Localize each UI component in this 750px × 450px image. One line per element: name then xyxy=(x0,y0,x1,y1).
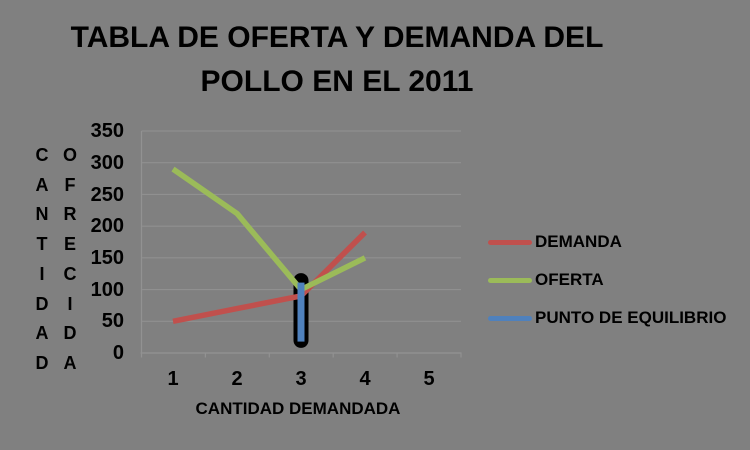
demanda-line xyxy=(172,230,367,324)
x-tick-5: 5 xyxy=(423,368,435,390)
y-tick-250: 250 xyxy=(90,184,124,206)
y-axis-title-letter: A xyxy=(35,174,49,195)
y-axis-title-letter: D xyxy=(63,323,77,344)
legend-label-equilibrio: PUNTO DE EQUILIBRIO xyxy=(535,308,727,327)
y-tick-50: 50 xyxy=(101,310,124,332)
y-axis-title-letter: A xyxy=(63,352,77,373)
legend: DEMANDA OFERTA PUNTO DE EQUILIBRIO xyxy=(488,230,744,344)
y-axis-title-letter: E xyxy=(63,234,76,255)
chart-title-line1: TABLA DE OFERTA Y DEMANDA DEL xyxy=(70,21,604,54)
legend-item-equilibrio: PUNTO DE EQUILIBRIO xyxy=(488,306,744,330)
chart-title: TABLA DE OFERTA Y DEMANDA DEL POLLO EN E… xyxy=(0,16,674,104)
y-axis-title-letter: N xyxy=(35,204,49,225)
legend-item-demanda: DEMANDA xyxy=(488,230,744,254)
x-tick-2: 2 xyxy=(231,368,243,390)
equilibrium-bar xyxy=(297,282,305,342)
legend-item-oferta: OFERTA xyxy=(488,268,744,292)
y-axis-title-letter: T xyxy=(36,234,48,255)
y-axis-title-letter: D xyxy=(35,352,49,373)
equilibrio-line-swatch xyxy=(488,315,532,321)
legend-label-oferta: OFERTA xyxy=(535,270,604,289)
oferta-line xyxy=(171,166,367,293)
x-tick-4: 4 xyxy=(359,368,371,390)
legend-label-demanda: DEMANDA xyxy=(535,232,622,251)
y-axis-title-letter: I xyxy=(39,263,45,284)
y-tick-350: 350 xyxy=(90,120,124,142)
y-axis-title-letter: D xyxy=(35,293,49,314)
x-axis-title: CANTIDAD DEMANDADA xyxy=(195,399,401,418)
y-axis-title-letter: C xyxy=(35,145,49,165)
y-axis-title-letter: F xyxy=(64,174,76,195)
y-tick-0: 0 xyxy=(112,342,124,364)
y-tick-200: 200 xyxy=(90,215,124,237)
demanda-line-swatch xyxy=(488,239,532,245)
y-axis-title-letter: A xyxy=(35,323,49,344)
x-tick-1: 1 xyxy=(167,368,179,390)
y-tick-150: 150 xyxy=(90,247,124,269)
y-axis-title-letter: R xyxy=(63,204,77,225)
y-axis-title-letter: I xyxy=(67,293,73,314)
plot-area xyxy=(140,130,462,358)
y-axis-title-letter: O xyxy=(62,145,77,165)
oferta-line-swatch xyxy=(488,277,532,283)
y-tick-300: 300 xyxy=(90,152,124,174)
y-tick-100: 100 xyxy=(90,279,124,301)
y-axis-title-letter: C xyxy=(63,263,77,284)
x-tick-3: 3 xyxy=(295,368,307,390)
chart-title-line2: POLLO EN EL 2011 xyxy=(200,65,474,98)
